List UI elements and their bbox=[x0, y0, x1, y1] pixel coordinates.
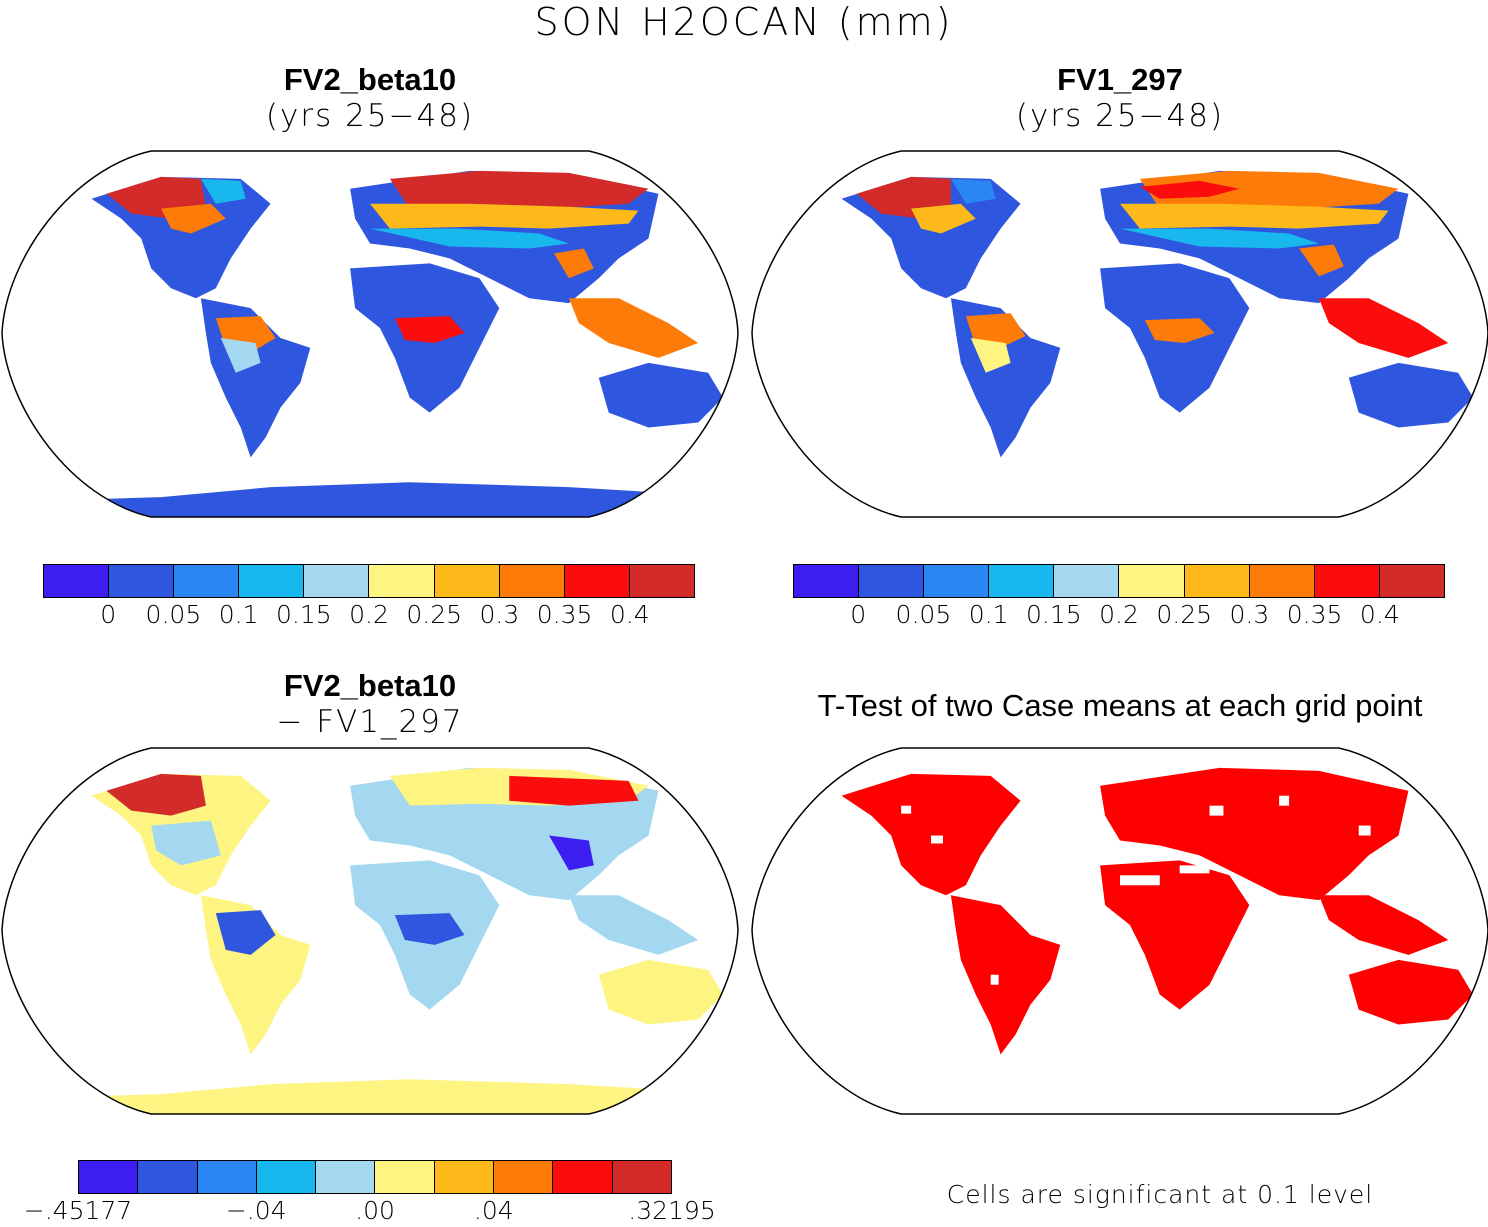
colorbar-swatch-3 bbox=[239, 565, 305, 597]
colorbar-tick-label: −.45177 bbox=[23, 1196, 133, 1225]
figure-title: SON H2OCAN (mm) bbox=[534, 0, 954, 44]
colorbar-swatch-5 bbox=[375, 1161, 435, 1193]
colorbar-tick-label: 0.2 bbox=[1099, 600, 1139, 629]
colorbar-tick-label: 0 bbox=[850, 600, 867, 629]
antarctica bbox=[1, 482, 739, 518]
colorbar-swatch-2 bbox=[174, 565, 240, 597]
panel4-title: T-Test of two Case means at each grid po… bbox=[817, 688, 1423, 723]
colorbar-swatch-9 bbox=[1379, 565, 1444, 597]
colorbar-swatch-6 bbox=[1184, 565, 1250, 597]
colorbar-tick-label: 0 bbox=[100, 600, 117, 629]
colorbar-swatch-3 bbox=[256, 1161, 317, 1193]
colorbar-swatch-8 bbox=[564, 565, 630, 597]
panel1-map bbox=[1, 150, 739, 518]
colorbar-tick-label: 0.15 bbox=[275, 600, 332, 629]
colorbar-swatch-5 bbox=[369, 565, 435, 597]
panel2-map bbox=[751, 150, 1488, 518]
panel1-subtitle: (yrs 25−48) bbox=[265, 98, 475, 134]
colorbar-swatch-4 bbox=[1054, 565, 1120, 597]
panel1-colorbar-labels: 0 0.05 0.1 0.15 0.2 0.25 0.3 0.35 0.4 bbox=[43, 600, 695, 630]
colorbar-swatch-7 bbox=[494, 1161, 554, 1193]
colorbar-swatch-2 bbox=[197, 1161, 257, 1193]
panel2-title-block: FV1_297 (yrs 25−48) bbox=[870, 62, 1370, 134]
panel4-note: Cells are significant at 0.1 level bbox=[946, 1180, 1374, 1209]
colorbar-swatch-6 bbox=[434, 565, 500, 597]
colorbar-swatch-9 bbox=[612, 1161, 671, 1193]
colorbar-swatch-3 bbox=[989, 565, 1055, 597]
colorbar-tick-label: 0.1 bbox=[968, 600, 1009, 629]
colorbar-tick-label: 0.25 bbox=[406, 600, 463, 629]
colorbar-tick-label: 0.2 bbox=[349, 600, 389, 629]
colorbar-tick-label: 0.15 bbox=[1025, 600, 1082, 629]
colorbar-tick-label: 0.35 bbox=[1286, 600, 1343, 629]
australia bbox=[598, 362, 724, 428]
colorbar-swatch-5 bbox=[1119, 565, 1185, 597]
colorbar-tick-label: .32195 bbox=[628, 1196, 716, 1225]
panel1-title-block: FV2_beta10 (yrs 25−48) bbox=[120, 62, 620, 134]
colorbar-tick-label: 0.25 bbox=[1156, 600, 1213, 629]
panel3-colorbar bbox=[78, 1160, 672, 1194]
colorbar-tick-label: 0.35 bbox=[536, 600, 593, 629]
colorbar-tick-label: −.04 bbox=[225, 1196, 287, 1225]
colorbar-tick-label: .04 bbox=[473, 1196, 514, 1225]
panel1-colorbar bbox=[43, 564, 695, 598]
colorbar-tick-label: 0.3 bbox=[479, 600, 520, 629]
colorbar-swatch-6 bbox=[434, 1161, 495, 1193]
colorbar-swatch-1 bbox=[138, 1161, 198, 1193]
colorbar-swatch-0 bbox=[79, 1161, 139, 1193]
colorbar-tick-label: 0.05 bbox=[895, 600, 952, 629]
colorbar-swatch-0 bbox=[44, 565, 110, 597]
colorbar-swatch-0 bbox=[794, 565, 860, 597]
colorbar-swatch-7 bbox=[1249, 565, 1315, 597]
colorbar-tick-label: 0.05 bbox=[145, 600, 202, 629]
se-asia bbox=[568, 298, 699, 358]
panel3-subtitle: − FV1_297 bbox=[276, 704, 464, 740]
colorbar-tick-label: 0.3 bbox=[1229, 600, 1270, 629]
panel2-title: FV1_297 bbox=[1057, 62, 1183, 97]
colorbar-swatch-4 bbox=[304, 565, 370, 597]
panel3-title: FV2_beta10 bbox=[283, 668, 457, 703]
panel1-title: FV2_beta10 bbox=[283, 62, 457, 97]
colorbar-swatch-4 bbox=[316, 1161, 376, 1193]
panel2-colorbar bbox=[793, 564, 1445, 598]
panel3-map bbox=[1, 747, 739, 1115]
colorbar-tick-label: 0.4 bbox=[1359, 600, 1400, 629]
panel2-colorbar-labels: 0 0.05 0.1 0.15 0.2 0.25 0.3 0.35 0.4 bbox=[793, 600, 1445, 630]
colorbar-swatch-1 bbox=[859, 565, 925, 597]
colorbar-tick-label: .00 bbox=[355, 1196, 395, 1225]
colorbar-swatch-2 bbox=[924, 565, 990, 597]
colorbar-swatch-1 bbox=[109, 565, 175, 597]
colorbar-swatch-8 bbox=[553, 1161, 613, 1193]
panel4-title-block: T-Test of two Case means at each grid po… bbox=[750, 688, 1488, 724]
panel3-colorbar-labels: −.45177 −.04 .00 .04 .32195 bbox=[24, 1196, 716, 1226]
colorbar-swatch-8 bbox=[1314, 565, 1380, 597]
colorbar-tick-label: 0.1 bbox=[218, 600, 259, 629]
colorbar-tick-label: 0.4 bbox=[609, 600, 650, 629]
panel3-title-block: FV2_beta10 − FV1_297 bbox=[120, 668, 620, 740]
panel4-map bbox=[751, 747, 1488, 1115]
colorbar-swatch-7 bbox=[499, 565, 565, 597]
panel2-subtitle: (yrs 25−48) bbox=[1015, 98, 1225, 134]
colorbar-swatch-9 bbox=[629, 565, 694, 597]
